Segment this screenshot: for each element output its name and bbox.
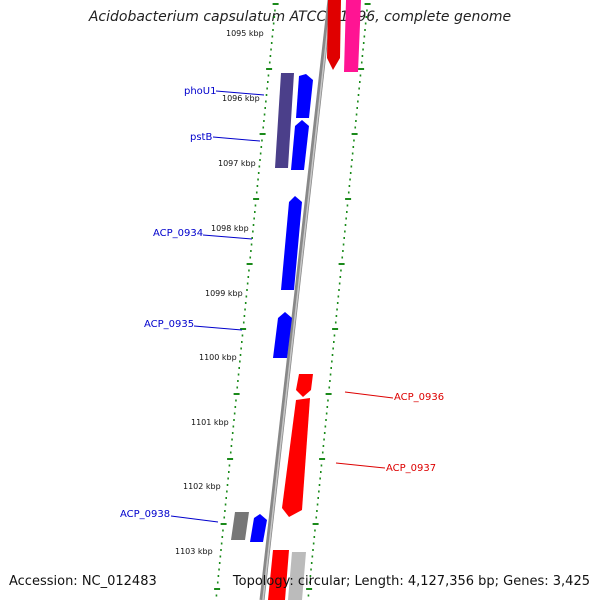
- gene-label: ACP_0938: [120, 509, 170, 520]
- gene-labels: phoU1 pstB ACP_0934 ACP_0935 ACP_0936 AC…: [120, 86, 444, 520]
- map-title: Acidobacterium capsulatum ATCC 51196, co…: [88, 9, 512, 25]
- gene-label: ACP_0935: [144, 319, 194, 330]
- gene-arrow: [268, 550, 289, 600]
- gene-label: pstB: [190, 132, 212, 143]
- kbp-label: 1103 kbp: [175, 547, 213, 556]
- gene-arrow: [291, 120, 309, 170]
- kbp-label: 1095 kbp: [226, 29, 264, 38]
- kbp-label: 1101 kbp: [191, 418, 229, 427]
- gene-label: ACP_0937: [386, 463, 436, 474]
- gene-arrow: [296, 374, 313, 397]
- gene-arrow: [250, 514, 267, 542]
- kbp-label: 1097 kbp: [218, 159, 256, 168]
- gene-arrow: [231, 512, 249, 540]
- accession-text: Accession: NC_012483: [9, 574, 157, 589]
- gene-arrow: [327, 0, 341, 70]
- gene-label: phoU1: [184, 86, 217, 97]
- gene-arrow: [344, 0, 361, 72]
- gene-arrow: [296, 74, 313, 118]
- gene-arrow: [288, 552, 306, 600]
- outer-tick-track: [306, 3, 371, 597]
- kbp-label: 1096 kbp: [222, 94, 260, 103]
- kbp-markers: 1095 kbp 1096 kbp 1097 kbp 1098 kbp 1099…: [175, 29, 264, 556]
- inner-tick-track: [214, 3, 279, 597]
- kbp-label: 1100 kbp: [199, 353, 237, 362]
- gene-blocks: [231, 0, 361, 600]
- gene-arrow: [281, 196, 302, 290]
- kbp-label: 1099 kbp: [205, 289, 243, 298]
- kbp-label: 1098 kbp: [211, 224, 249, 233]
- gene-arrow: [275, 73, 294, 168]
- topology-text: Topology: circular; Length: 4,127,356 bp…: [232, 574, 590, 589]
- gene-arrow: [273, 312, 292, 358]
- gene-label: ACP_0936: [394, 392, 444, 403]
- genome-backbone: [259, 0, 333, 600]
- gene-label-lines: [170, 90, 394, 523]
- gene-arrow: [282, 398, 310, 517]
- gene-label: ACP_0934: [153, 228, 203, 239]
- kbp-label: 1102 kbp: [183, 482, 221, 491]
